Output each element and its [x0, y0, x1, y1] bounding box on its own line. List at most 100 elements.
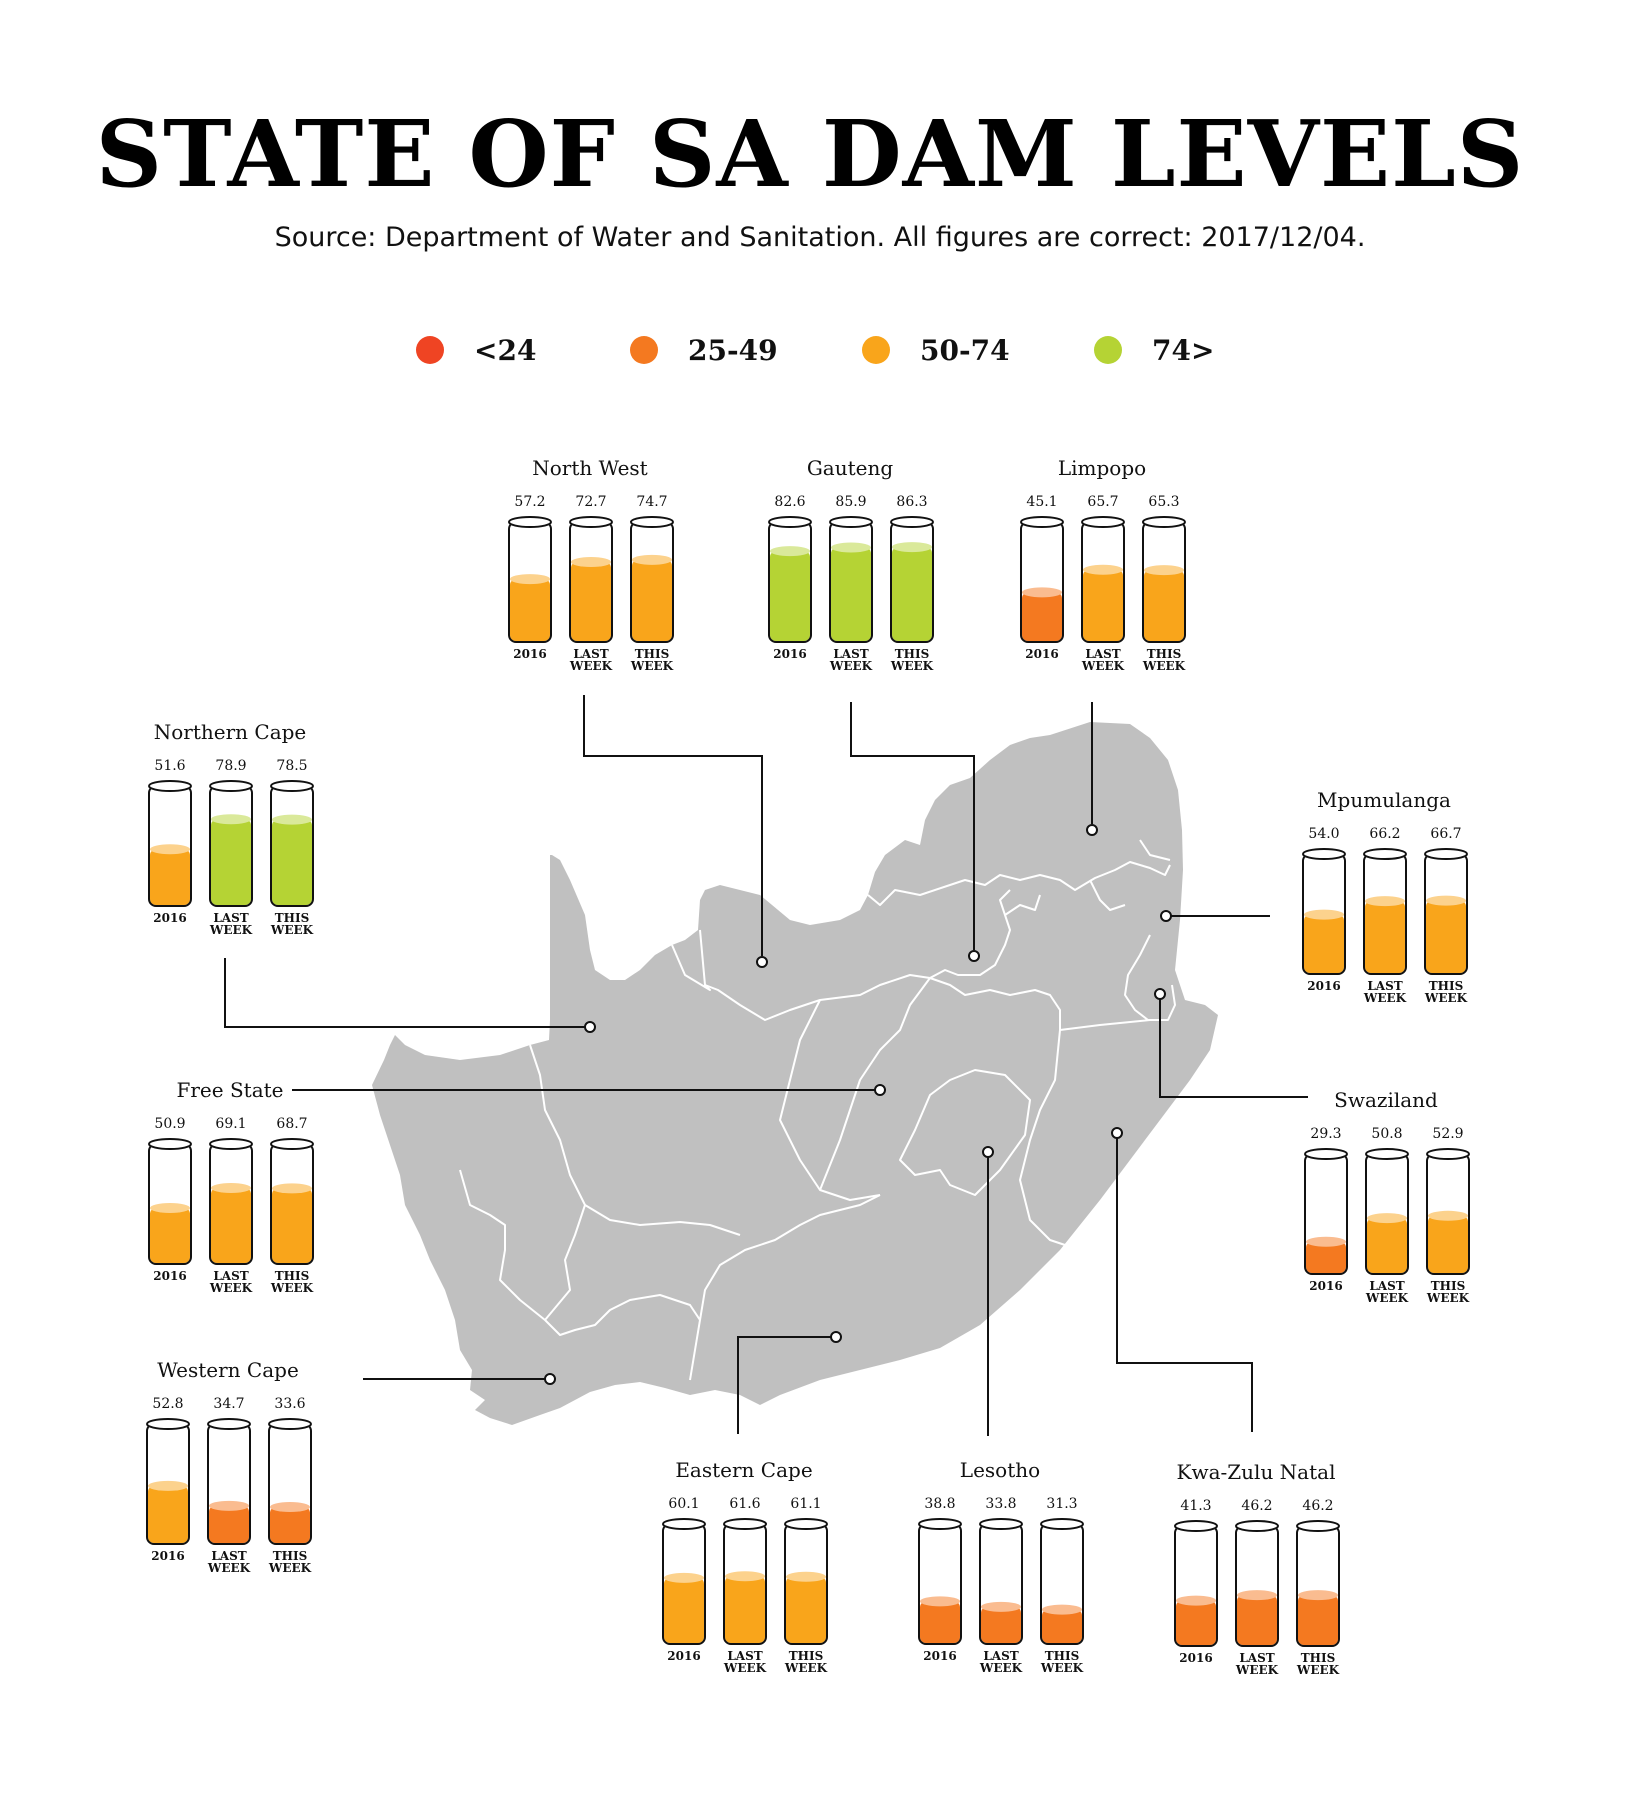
data-label: 46.2 — [1302, 1498, 1334, 1514]
data-label: 50.8 — [1371, 1126, 1403, 1142]
tube-rim — [1081, 516, 1125, 528]
bar-surface — [510, 574, 550, 585]
tube-rim — [1296, 1520, 1340, 1532]
bar-surface — [272, 1183, 312, 1194]
region-panel-lesotho: Lesotho 38.8 33.8 31.3 2016 LAST WEEK THIS WEEK — [910, 1458, 1090, 1718]
region-title: Northern Cape — [153, 720, 307, 744]
country-outline — [372, 722, 1218, 1425]
bar-surface — [1237, 1590, 1277, 1601]
tube-rim — [1020, 516, 1064, 528]
data-label: 38.8 — [924, 1496, 956, 1512]
region-bars — [1174, 1520, 1340, 1647]
tube-rim — [207, 1418, 251, 1430]
bar-fill — [1365, 901, 1405, 973]
category-label: LAST WEEK — [207, 1549, 251, 1575]
region-title: Western Cape — [157, 1358, 299, 1382]
bar-surface — [209, 1500, 249, 1511]
data-label: 66.7 — [1430, 826, 1462, 842]
tube-rim — [1365, 1148, 1409, 1160]
data-label: 61.1 — [790, 1496, 822, 1512]
legend-label: 50-74 — [920, 333, 1010, 367]
tube-rim — [784, 1518, 828, 1530]
tube-rim — [146, 1418, 190, 1430]
tube-rim — [1426, 1148, 1470, 1160]
data-label: 85.9 — [835, 494, 867, 510]
category-label: 2016 — [153, 911, 187, 925]
data-label: 52.8 — [152, 1396, 184, 1412]
category-label: LAST WEEK — [829, 647, 873, 673]
bar-surface — [211, 1182, 251, 1193]
bar-fill — [786, 1576, 826, 1643]
category-label: LAST WEEK — [209, 1269, 253, 1295]
page-title: STATE OF SA DAM LEVELS — [95, 100, 1525, 208]
data-label: 29.3 — [1310, 1126, 1342, 1142]
bar-fill — [1042, 1609, 1082, 1643]
region-panel-kwa-zulu-natal: Kwa-Zulu Natal 41.3 46.2 46.2 2016 LAST WEEK TH… — [1166, 1460, 1346, 1720]
tube-rim — [270, 780, 314, 792]
tube-rim — [508, 516, 552, 528]
region-panel-eastern-cape: Eastern Cape 60.1 61.6 61.1 2016 LAST WEEK THIS… — [654, 1458, 834, 1718]
region-bars — [1020, 516, 1186, 643]
data-label: 74.7 — [636, 494, 668, 510]
tube-rim — [890, 516, 934, 528]
region-panel-free-state: Free State 50.9 69.1 68.7 2016 LAST WEEK THIS WE… — [140, 1078, 320, 1338]
tube-rim — [148, 780, 192, 792]
bar-surface — [571, 557, 611, 568]
bar-fill — [1083, 569, 1123, 641]
region-panel-western-cape: Western Cape 52.8 34.7 33.6 2016 LAST WEEK THIS… — [138, 1358, 318, 1618]
tube-rim — [148, 1138, 192, 1150]
data-label: 65.7 — [1087, 494, 1119, 510]
region-bars — [148, 1138, 314, 1265]
tube-rim — [270, 1138, 314, 1150]
tube-rim — [768, 516, 812, 528]
region-panel-northern-cape: Northern Cape 51.6 78.9 78.5 2016 LAST WEEK THI… — [140, 720, 320, 980]
category-label: 2016 — [153, 1269, 187, 1283]
region-title: Free State — [176, 1078, 284, 1102]
bar-surface — [664, 1572, 704, 1583]
tube-rim — [662, 1518, 706, 1530]
bar-fill — [211, 1187, 251, 1263]
bar-surface — [1304, 909, 1344, 920]
data-label: 61.6 — [729, 1496, 761, 1512]
data-label: 31.3 — [1046, 1496, 1078, 1512]
bar-fill — [209, 1505, 249, 1543]
data-label: 66.2 — [1369, 826, 1401, 842]
legend-label: 74> — [1152, 333, 1215, 367]
category-label: LAST WEEK — [723, 1649, 767, 1675]
region-bars — [1304, 1148, 1470, 1275]
tube-rim — [1304, 1148, 1348, 1160]
data-label: 46.2 — [1241, 1498, 1273, 1514]
bar-surface — [1144, 565, 1184, 576]
province-borders — [459, 839, 1176, 1381]
category-label: THIS WEEK — [268, 1549, 312, 1575]
legend-swatch-dark-orange — [630, 336, 658, 364]
legend-swatch-red — [416, 336, 444, 364]
data-label: 78.9 — [215, 758, 247, 774]
region-title: Lesotho — [959, 1458, 1041, 1482]
region-title: Gauteng — [806, 456, 894, 480]
bar-surface — [150, 1203, 190, 1214]
region-panel-limpopo: Limpopo 45.1 65.7 65.3 2016 LAST WEEK THIS WEEK — [1012, 456, 1192, 716]
region-title: Eastern Cape — [675, 1458, 813, 1482]
data-label: 60.1 — [668, 1496, 700, 1512]
tube-rim — [209, 1138, 253, 1150]
bar-fill — [892, 547, 932, 641]
leader-endpoints — [544, 824, 1172, 1385]
data-label: 68.7 — [276, 1116, 308, 1132]
category-label: THIS WEEK — [1424, 979, 1468, 1005]
category-label: 2016 — [667, 1649, 701, 1663]
bar-surface — [1042, 1604, 1082, 1615]
data-label: 52.9 — [1432, 1126, 1464, 1142]
legend-swatch-orange — [862, 336, 890, 364]
bar-surface — [1298, 1590, 1338, 1601]
legend-swatch-green — [1094, 336, 1122, 364]
tube-rim — [209, 780, 253, 792]
data-label: 45.1 — [1026, 494, 1058, 510]
bar-fill — [831, 547, 871, 641]
leader-lines — [224, 695, 1308, 1436]
bar-fill — [632, 559, 672, 641]
bar-surface — [831, 542, 871, 553]
tube-rim — [829, 516, 873, 528]
bar-fill — [664, 1577, 704, 1643]
